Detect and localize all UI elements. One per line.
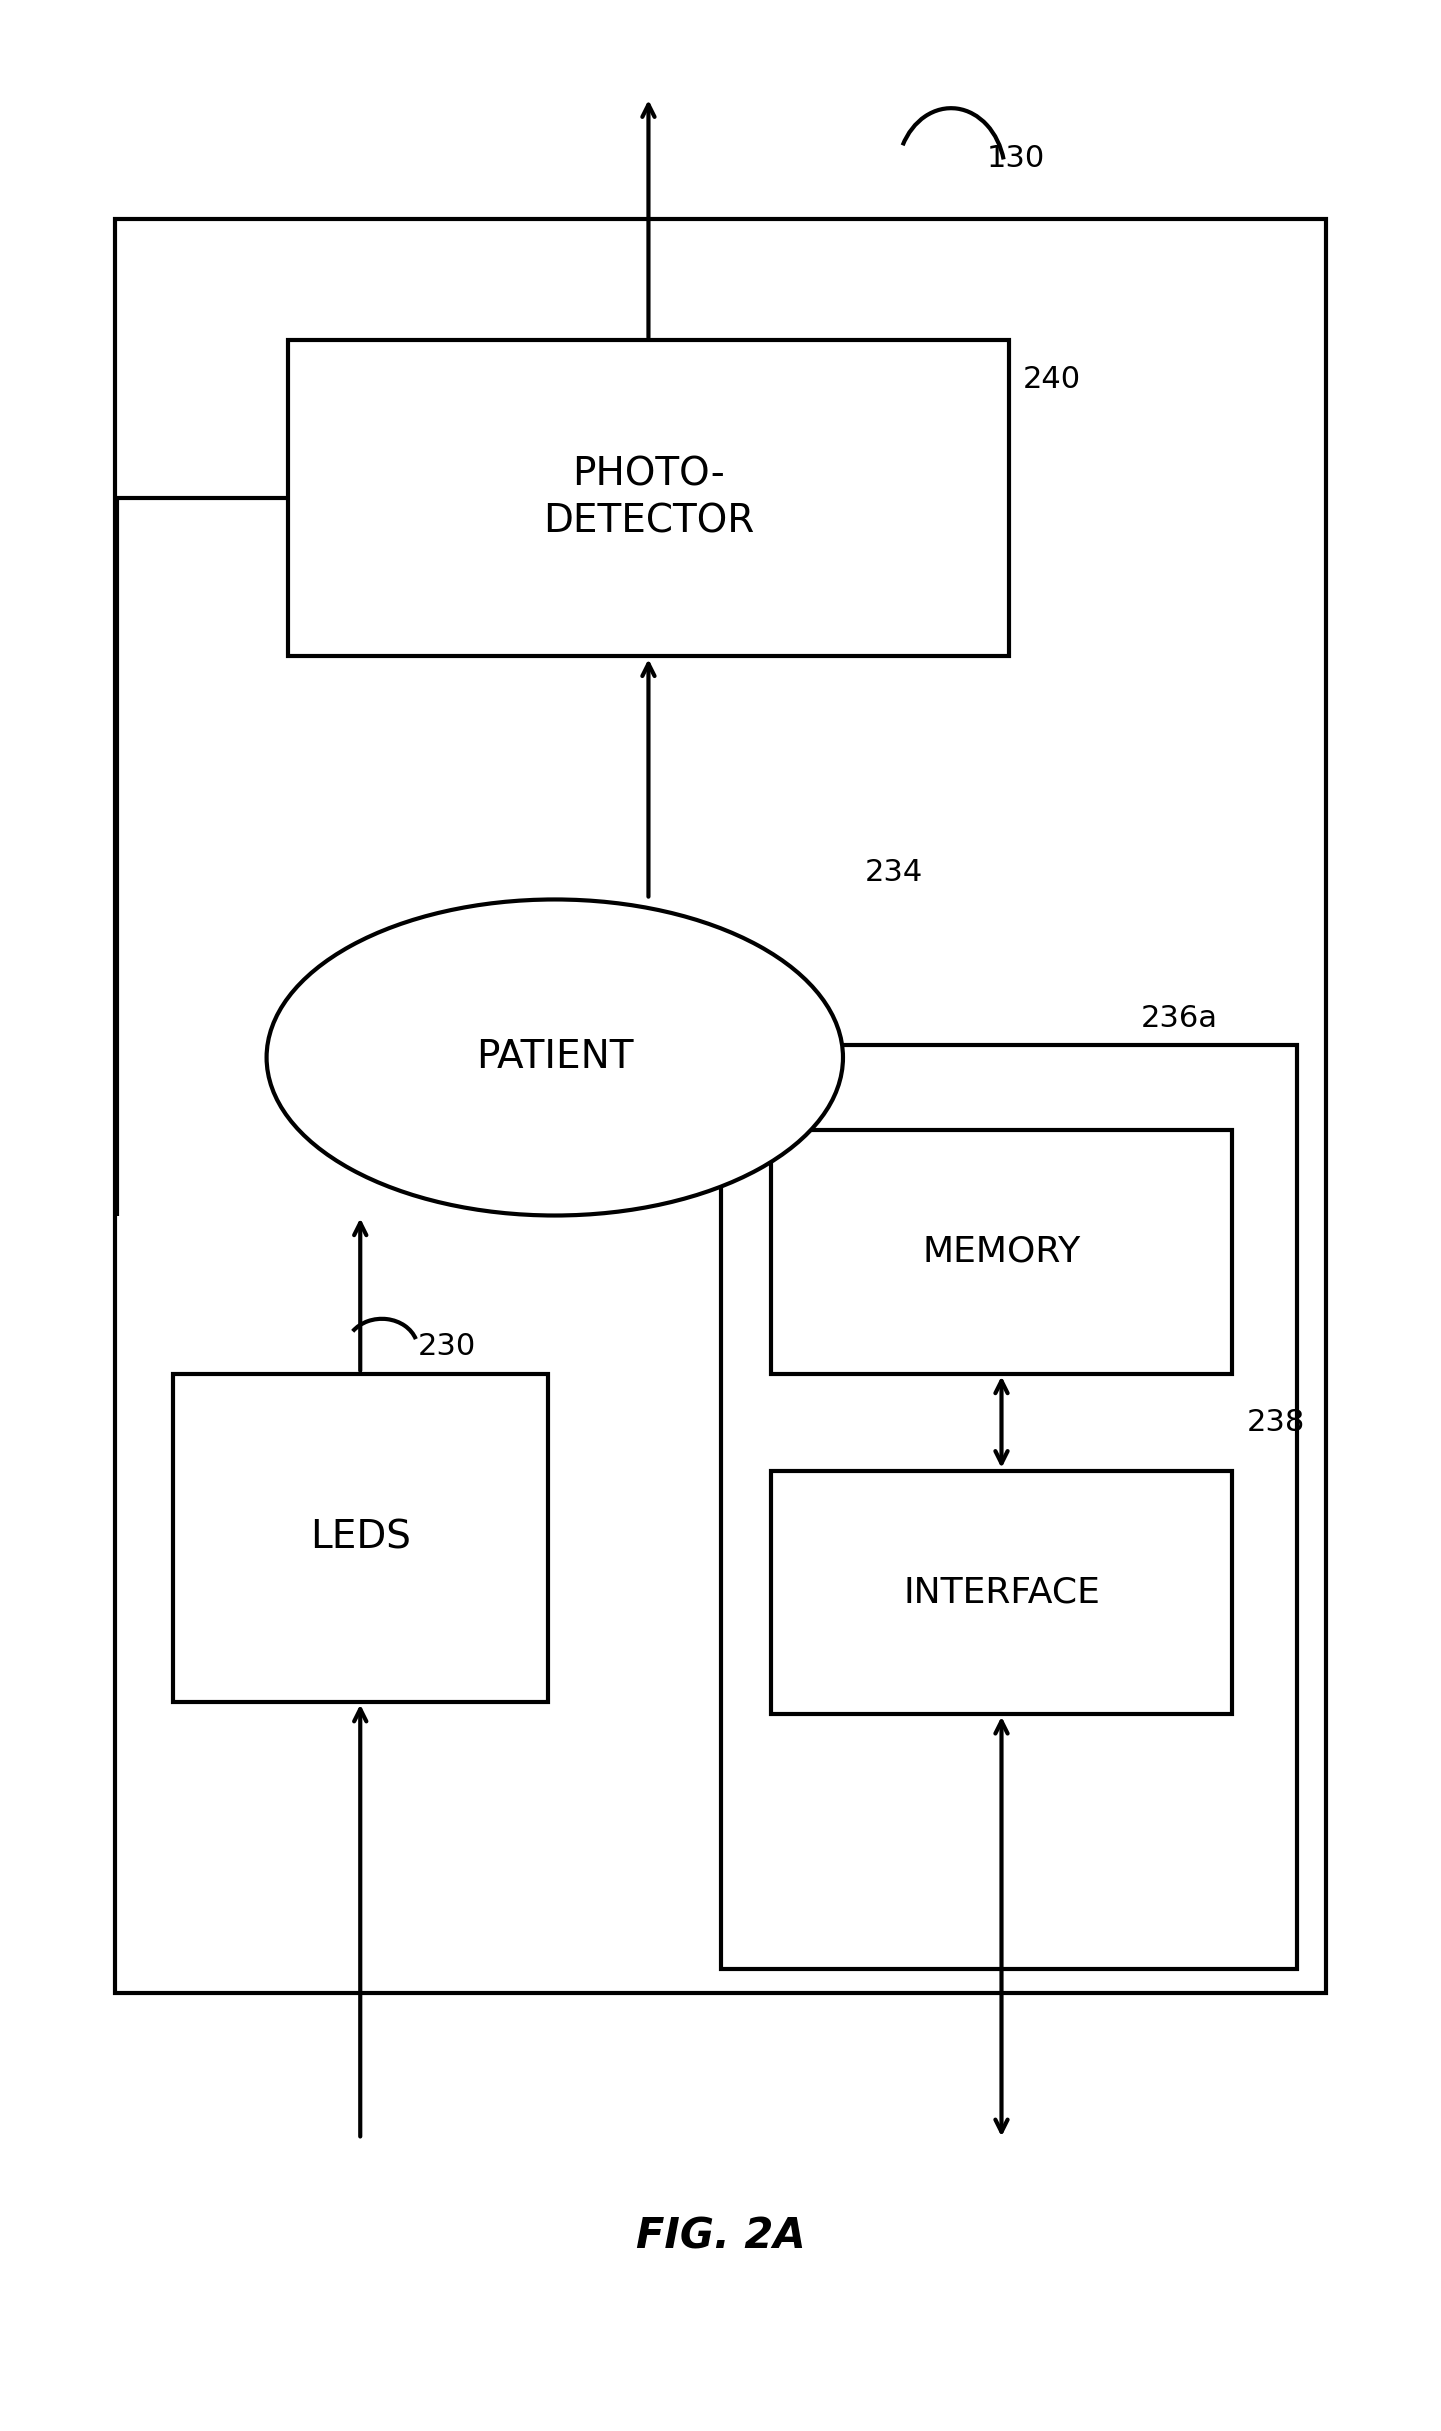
Bar	[173, 1374, 548, 1702]
Text: 236a: 236a	[1141, 1004, 1218, 1033]
Ellipse shape	[267, 899, 843, 1216]
Text: INTERFACE: INTERFACE	[904, 1575, 1099, 1609]
Text: FIG. 2A: FIG. 2A	[635, 2215, 806, 2258]
Text: MEMORY: MEMORY	[922, 1235, 1081, 1269]
Text: 234: 234	[865, 858, 922, 887]
Text: PATIENT: PATIENT	[476, 1038, 634, 1077]
Bar	[720, 1045, 1297, 1969]
Bar	[771, 1130, 1232, 1374]
Text: 130: 130	[987, 143, 1045, 173]
Text: LEDS: LEDS	[310, 1519, 411, 1556]
Text: PHOTO-
DETECTOR: PHOTO- DETECTOR	[543, 457, 754, 540]
Bar	[771, 1471, 1232, 1714]
Bar	[288, 340, 1009, 656]
Text: 240: 240	[1023, 365, 1081, 394]
Text: 238: 238	[1246, 1408, 1306, 1437]
Bar	[115, 219, 1326, 1993]
Text: 230: 230	[418, 1332, 476, 1361]
